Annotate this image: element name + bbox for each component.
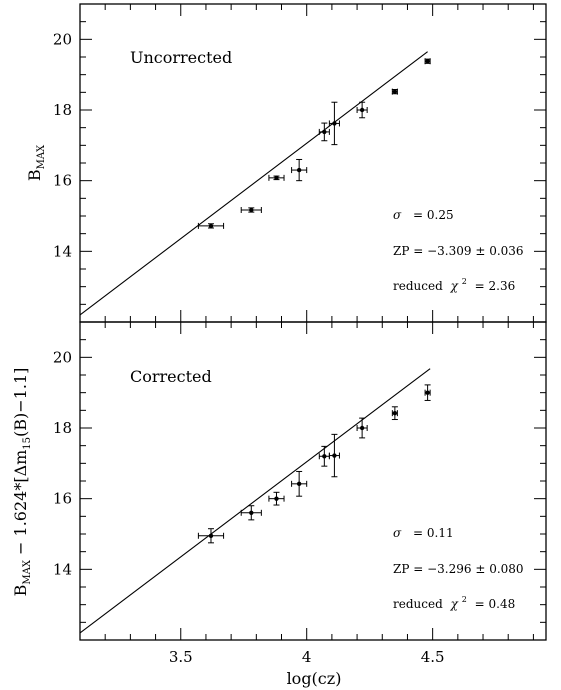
- data-points: [197, 58, 431, 229]
- data-point: [424, 58, 431, 65]
- point-marker: [274, 175, 279, 181]
- point-marker: [322, 129, 327, 135]
- y-tick-label: 16: [53, 172, 72, 190]
- panel-uncorrected: 14 16 18 20 Uncorrected σ = 0.25 ZP = −3.30…: [25, 3, 547, 323]
- sigma-annotation: σ = 0.11: [393, 526, 454, 540]
- data-point: [240, 206, 262, 213]
- y-tick-labels: 14 16 18 20: [53, 30, 72, 260]
- point-marker: [359, 425, 365, 431]
- data-points: [197, 384, 431, 544]
- x-axis-label: log(cz): [287, 669, 342, 688]
- data-point: [328, 433, 340, 478]
- sigma-annotation: σ = 0.25: [393, 208, 454, 222]
- axis-ticks: [79, 322, 546, 640]
- point-marker: [274, 496, 279, 501]
- x-tick-labels: 3.5 4 4.5: [169, 648, 445, 666]
- point-marker: [249, 510, 254, 515]
- chi2-value: = 2.36: [475, 279, 516, 293]
- fit-line: [79, 368, 431, 634]
- sigma-symbol: σ: [393, 208, 402, 222]
- chi2-exponent: 2: [462, 595, 467, 604]
- chi2-symbol: χ: [450, 597, 459, 611]
- zp-annotation: ZP = −3.296 ± 0.080: [393, 562, 524, 576]
- data-point: [268, 491, 285, 506]
- y-tick-label: 18: [53, 101, 72, 119]
- sigma-symbol: σ: [393, 526, 402, 540]
- chi2-annotation: reduced χ 2 = 2.36: [393, 273, 515, 293]
- chi2-prefix: reduced: [393, 597, 443, 611]
- y-axis-label: BMAX − 1.624*[Δm15(B)−1.1]: [11, 368, 33, 597]
- data-point: [318, 445, 330, 467]
- data-point: [291, 158, 308, 182]
- data-point: [356, 101, 368, 119]
- data-point: [268, 174, 285, 181]
- data-point: [424, 384, 431, 401]
- data-point: [318, 122, 330, 142]
- point-marker: [208, 223, 214, 229]
- point-marker: [392, 89, 398, 94]
- chi2-exponent: 2: [462, 277, 467, 286]
- y-tick-label: 16: [53, 490, 72, 508]
- y-axis-label: BMAX: [25, 144, 47, 181]
- data-point: [356, 417, 368, 439]
- data-point: [240, 505, 262, 521]
- point-marker: [322, 454, 327, 459]
- x-tick-label: 3.5: [169, 648, 193, 666]
- y-tick-label: 20: [53, 30, 72, 48]
- point-marker: [249, 207, 254, 213]
- point-marker: [296, 481, 302, 487]
- stats-annotation: σ = 0.11 ZP = −3.296 ± 0.080 reduced χ 2…: [393, 526, 524, 611]
- x-tick-label: 4.5: [421, 648, 445, 666]
- point-marker: [296, 167, 302, 173]
- data-point: [197, 222, 225, 229]
- data-point: [391, 406, 398, 421]
- data-point: [328, 101, 340, 146]
- y-tick-label: 18: [53, 419, 72, 437]
- point-marker: [425, 59, 430, 64]
- point-marker: [332, 121, 337, 126]
- chi2-annotation: reduced χ 2 = 0.48: [393, 591, 515, 611]
- point-marker: [208, 533, 214, 538]
- data-point: [391, 88, 398, 95]
- panel-title: Corrected: [130, 367, 212, 386]
- x-tick-label: 4: [302, 648, 312, 666]
- zp-annotation: ZP = −3.309 ± 0.036: [393, 244, 524, 258]
- sigma-value: = 0.11: [413, 526, 454, 540]
- y-tick-label: 14: [53, 242, 72, 260]
- panel-title: Uncorrected: [130, 48, 232, 67]
- point-marker: [359, 107, 365, 113]
- fit-line: [79, 51, 428, 316]
- point-marker: [392, 410, 398, 416]
- data-point: [197, 528, 225, 544]
- sigma-value: = 0.25: [413, 208, 454, 222]
- chi2-symbol: χ: [450, 279, 459, 293]
- y-tick-label: 20: [53, 348, 72, 366]
- chi2-value: = 0.48: [475, 597, 516, 611]
- stats-annotation: σ = 0.25 ZP = −3.309 ± 0.036 reduced χ 2…: [393, 208, 524, 293]
- data-point: [291, 470, 308, 497]
- panel-corrected: 14 16 18 20 Corrected σ = 0.11 ZP = −3.296 …: [11, 321, 547, 641]
- y-tick-labels: 14 16 18 20: [53, 348, 72, 578]
- axis-ticks: [79, 4, 546, 322]
- y-tick-label: 14: [53, 560, 72, 578]
- point-marker: [425, 390, 430, 395]
- point-marker: [332, 453, 337, 458]
- chi2-prefix: reduced: [393, 279, 443, 293]
